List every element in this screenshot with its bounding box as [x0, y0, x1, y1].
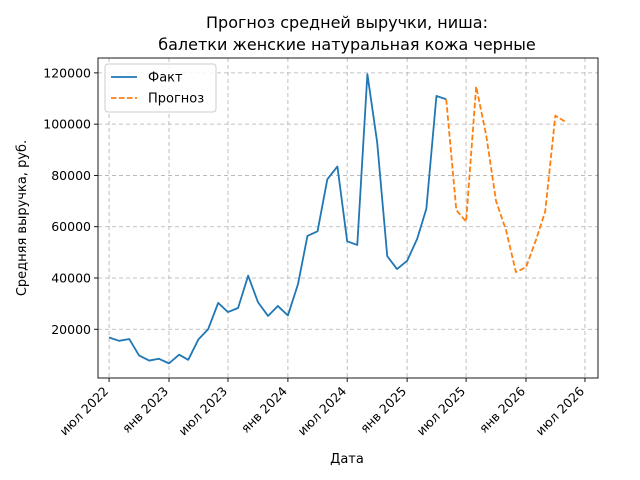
y-tick-label: 80000 — [51, 168, 91, 183]
x-tick-label: янв 2023 — [119, 384, 171, 436]
x-tick-label: июл 2025 — [413, 384, 468, 439]
chart-title-line-1: Прогноз средней выручки, ниша: — [206, 13, 488, 32]
y-tick-label: 100000 — [43, 117, 91, 132]
y-tick-label: 20000 — [51, 322, 91, 337]
legend: Факт Прогноз — [104, 63, 217, 113]
y-tick-label: 40000 — [51, 271, 91, 286]
plot-frame — [97, 57, 599, 379]
legend-box — [104, 63, 217, 113]
grid-lines — [98, 58, 598, 378]
x-tick-label: июл 2026 — [532, 383, 587, 438]
series-lines — [108, 73, 566, 365]
y-axis-label: Средняя выручка, руб. — [15, 140, 30, 296]
x-tick-label: июл 2024 — [295, 383, 350, 438]
legend-label-fact: Факт — [148, 71, 183, 86]
y-tick-label: 120000 — [43, 65, 91, 80]
x-tick-label: июл 2023 — [175, 384, 230, 439]
x-tick-label: янв 2024 — [238, 383, 290, 435]
axis-ticks: 20000 40000 60000 80000 100000 120000 июл 2022… — [43, 65, 587, 438]
x-tick-label: июл 2022 — [56, 384, 111, 439]
legend-label-forecast: Прогноз — [148, 92, 204, 107]
x-tick-label: янв 2026 — [476, 383, 528, 435]
series-line-fact — [108, 73, 447, 365]
y-tick-label: 60000 — [51, 219, 91, 234]
chart-title-line-2: балетки женские натуральная кожа черные — [158, 35, 536, 54]
series-line-forecast — [445, 85, 566, 274]
x-axis-label: Дата — [330, 452, 364, 467]
x-tick-label: янв 2025 — [357, 384, 409, 436]
